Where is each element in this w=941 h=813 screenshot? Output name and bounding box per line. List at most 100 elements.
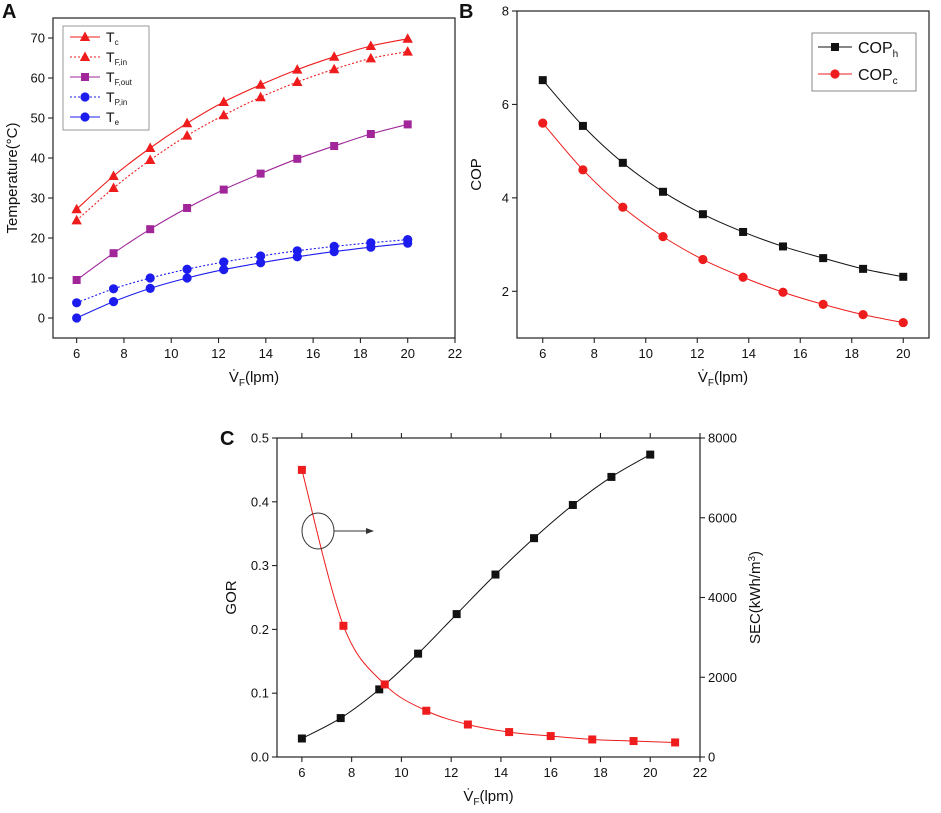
x-tick-label: 8 (348, 765, 355, 780)
legend-label: Tc (106, 29, 119, 47)
y-tick-label: 6 (502, 97, 509, 112)
data-point (72, 276, 81, 284)
x-tick-label: 18 (593, 765, 607, 780)
y-tick-label: 70 (31, 31, 45, 46)
data-point (145, 283, 155, 293)
data-point (329, 247, 339, 257)
data-point (108, 284, 119, 294)
legend-label: Te (106, 109, 120, 127)
x-tick-label: 16 (793, 346, 807, 361)
chart-c: 6 8 10 12 14 16 18 20 22 0.0 0.1 0.2 0.3 0.4 0.5 V̇F(lp… (223, 431, 764, 809)
data-point (366, 130, 375, 138)
data-point (109, 249, 118, 258)
data-point (380, 680, 389, 689)
legend-marker (79, 51, 91, 61)
data-point (452, 610, 461, 619)
legend-box (811, 32, 917, 92)
data-point (366, 242, 376, 252)
data-point (330, 142, 339, 150)
data-point (146, 225, 155, 234)
data-point (898, 317, 908, 328)
y-right-tick-label: 0 (708, 750, 715, 765)
data-point (819, 254, 828, 263)
data-point (256, 258, 266, 268)
data-point (72, 313, 82, 323)
data-point (538, 76, 547, 85)
y-tick-label: 2 (502, 284, 509, 299)
data-point (219, 185, 228, 194)
data-point (578, 121, 587, 130)
data-point (546, 732, 555, 741)
y-tick-label: 20 (31, 231, 45, 246)
plot-frame (516, 10, 930, 339)
x-tick-label: 14 (494, 765, 508, 780)
data-point (108, 170, 119, 180)
data-point (463, 720, 472, 729)
x-tick-label: 16 (306, 346, 320, 361)
data-point (145, 273, 155, 283)
x-tick-label: 20 (643, 765, 657, 780)
plot-frame (276, 437, 701, 758)
x-axis-label: V̇F(lpm) (463, 788, 513, 808)
legend-marker (831, 43, 839, 51)
series-line-0 (76, 38, 408, 210)
data-point (588, 735, 597, 744)
data-point (71, 203, 82, 214)
annotation-arrowhead (366, 528, 374, 534)
data-point (328, 63, 340, 74)
data-point (607, 472, 616, 481)
data-point (738, 272, 748, 282)
data-point (293, 154, 302, 163)
data-point (403, 238, 413, 248)
data-point (403, 120, 412, 129)
data-point (297, 734, 306, 743)
series-line-1 (301, 469, 676, 743)
legend-label: TP,in (106, 89, 127, 107)
legend: Tc TF,in TF,out TP,in Te (62, 25, 150, 131)
legend-marker (830, 69, 840, 79)
y-right-axis-label: SEC(kWh/m3) (747, 551, 764, 644)
x-tick-label: 18 (353, 346, 367, 361)
data-point (218, 96, 229, 106)
series-line-4 (76, 242, 408, 319)
data-point (144, 154, 156, 164)
y-right-tick-label: 8000 (708, 431, 737, 446)
x-tick-label: 16 (543, 765, 557, 780)
series-line-1 (542, 122, 904, 324)
y-tick-label: 0.1 (251, 686, 269, 701)
chart-a: 6 8 10 12 14 16 18 20 22 0 10 20 30 40 50 60 70 V̇F(lpm) T… (4, 17, 462, 389)
data-point (739, 227, 748, 236)
data-point (568, 500, 577, 509)
legend-label: COPh (858, 40, 898, 60)
series-line-1 (76, 51, 408, 221)
y-tick-label: 8 (502, 4, 509, 19)
y-axis-label: Temperature(°C) (4, 122, 21, 233)
x-tick-label: 14 (259, 346, 273, 361)
legend-box (62, 25, 150, 131)
x-tick-label: 22 (693, 765, 707, 780)
y-tick-label: 0 (38, 311, 45, 326)
panel-label-b: B (459, 1, 473, 23)
data-point (292, 252, 302, 262)
data-point (491, 570, 500, 579)
data-point (255, 79, 266, 89)
data-point (219, 257, 229, 267)
data-point (778, 287, 788, 297)
plot-frame (52, 17, 456, 339)
x-tick-label: 18 (845, 346, 859, 361)
y-tick-label: 30 (31, 191, 45, 206)
data-point (182, 264, 192, 274)
y-tick-label: 40 (31, 151, 45, 166)
legend-label: COPc (858, 67, 898, 87)
data-point (375, 685, 384, 694)
x-tick-label: 8 (591, 346, 598, 361)
data-point (402, 33, 413, 43)
series-line-0 (542, 79, 904, 278)
data-point (671, 738, 680, 747)
y-tick-label: 4 (502, 190, 509, 205)
x-tick-label: 6 (539, 346, 546, 361)
legend-label: TF,in (106, 49, 127, 67)
data-point (414, 649, 423, 658)
y-tick-label: 60 (31, 71, 45, 86)
data-point (108, 297, 119, 307)
